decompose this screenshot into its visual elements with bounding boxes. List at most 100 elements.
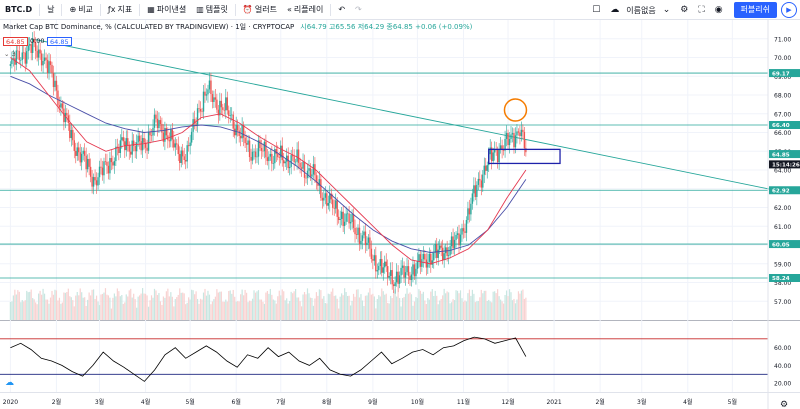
volume-bar	[32, 298, 34, 320]
volume-bar	[147, 306, 150, 320]
x-tick-label: 4월	[683, 398, 692, 406]
candle-body	[505, 132, 508, 139]
volume-bar	[9, 302, 11, 320]
volume-bar	[262, 301, 264, 320]
candle-body	[391, 270, 393, 285]
candle-body	[486, 165, 488, 171]
candle-body	[329, 193, 331, 204]
spread-value: 0.00	[30, 37, 45, 45]
volume-bar	[136, 307, 138, 320]
candle-body	[458, 233, 460, 246]
candle-body	[361, 235, 364, 241]
candle-body	[433, 252, 435, 261]
candle-body	[456, 233, 459, 235]
volume-bar	[498, 296, 500, 320]
volume-bar	[413, 301, 416, 320]
volume-bar	[40, 294, 43, 320]
volume-bar	[58, 297, 61, 320]
volume-bar	[445, 293, 447, 320]
volume-bar	[358, 297, 361, 320]
redo-button[interactable]: ↷	[350, 0, 367, 20]
volume-bar	[39, 290, 41, 320]
time-axis[interactable]: 2020 2월 3월 4월 5월 6월 7월 8월 9월 10월 11월 12월 2021 2월 3월 4월 5…	[0, 392, 800, 409]
candle-body	[168, 140, 171, 142]
candle-body	[378, 265, 380, 271]
volume-bar	[170, 292, 172, 320]
publish-button[interactable]: 퍼블리쉬	[733, 2, 777, 18]
candle-body	[67, 115, 70, 123]
financials-button[interactable]: ▦ 파이낸셜	[142, 0, 191, 20]
camera-icon[interactable]: ◉	[714, 5, 723, 15]
tradingview-logo-icon: ☁	[5, 378, 14, 388]
alert-button[interactable]: ⏰ 얼러트	[238, 0, 282, 20]
candle-body	[94, 177, 96, 181]
chart-legend: Market Cap BTC Dominance, % (CALCULATED …	[3, 22, 472, 32]
compare-button[interactable]: ⊕ 비교	[64, 0, 97, 20]
x-tick-label: 7월	[276, 398, 285, 406]
volume-bar	[152, 297, 154, 320]
play-icon[interactable]: ▶	[781, 2, 797, 18]
volume-bar	[248, 300, 251, 320]
candle-body	[147, 132, 150, 151]
candle-body	[473, 185, 475, 194]
layout-icon[interactable]: ☐	[592, 5, 601, 15]
volume-bar	[369, 288, 371, 320]
volume-bar	[436, 295, 438, 320]
volume-bar	[15, 294, 17, 320]
candle-body	[447, 255, 450, 257]
interval-button[interactable]: 날	[42, 0, 59, 20]
candle-body	[443, 253, 445, 261]
candle-body	[100, 166, 102, 168]
candle-body	[156, 118, 159, 129]
candle-body	[107, 165, 110, 174]
candle-body	[122, 137, 124, 142]
candle-body	[332, 199, 334, 208]
volume-bar	[87, 299, 89, 320]
x-tick-label: 3월	[95, 398, 104, 406]
settings-icon[interactable]: ⚙	[680, 5, 689, 15]
candle-body	[522, 129, 524, 132]
candle-body	[428, 253, 431, 262]
volume-bar	[55, 290, 58, 320]
volume-bar	[280, 295, 282, 320]
candle-body	[446, 247, 448, 257]
volume-bar	[396, 296, 398, 320]
volume-bar	[495, 293, 497, 320]
candle-body	[214, 97, 217, 100]
x-tick-label: 2월	[52, 398, 61, 406]
candle-body	[173, 139, 175, 148]
candle-body	[30, 44, 32, 53]
volume-bar	[412, 305, 414, 320]
candle-body	[436, 244, 438, 258]
undo-button[interactable]: ↶	[333, 0, 350, 20]
candle-body	[366, 242, 368, 246]
chart-canvas[interactable]: ☁ 57.0058.0059.0060.0061.0062.0063.0064.…	[0, 20, 800, 409]
candle-body	[278, 157, 280, 158]
volume-bar	[237, 301, 239, 320]
candle-body	[143, 138, 145, 143]
chart-name[interactable]: 이름없음	[626, 5, 656, 15]
fullscreen-icon[interactable]: ⛶	[698, 5, 705, 15]
indicators-button[interactable]: ƒx 지표	[103, 0, 137, 20]
candle-body	[467, 208, 469, 221]
templates-button[interactable]: ▥ 템플릿	[191, 0, 233, 20]
candle-body	[326, 193, 328, 206]
divider	[99, 3, 101, 16]
candle-body	[183, 156, 185, 160]
volume-bar	[491, 302, 493, 320]
candle-body	[354, 227, 356, 235]
volume-bar	[416, 298, 419, 320]
x-tick-label: 5월	[728, 398, 737, 406]
volume-bar	[243, 295, 245, 320]
volume-bar	[27, 292, 29, 320]
legend-collapse-toggle[interactable]: ⌄ 3	[4, 50, 16, 58]
replay-button[interactable]: «리플레이	[282, 0, 328, 20]
symbol-search[interactable]: BTC.D	[0, 0, 37, 20]
trendline	[31, 38, 778, 192]
volume-bar	[97, 301, 99, 320]
volume-bar	[189, 299, 191, 320]
volume-bar	[330, 291, 332, 320]
chevron-down-icon[interactable]: ⌄	[662, 5, 671, 15]
price-axis[interactable]: 57.0058.0059.0060.0061.0062.0063.0064.00…	[767, 20, 800, 409]
volume-bar	[26, 290, 28, 320]
